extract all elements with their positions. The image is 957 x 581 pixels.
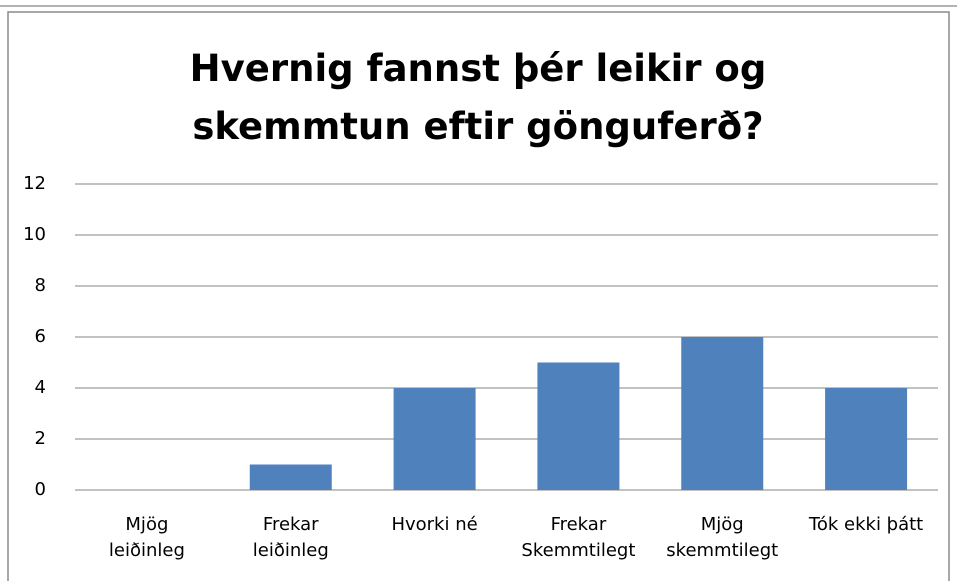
bar (681, 337, 764, 490)
chart-title: Hvernig fannst þér leikir og skemmtun ef… (189, 47, 767, 148)
y-tick-label: 12 (23, 173, 46, 194)
y-tick-label: 10 (23, 224, 46, 245)
x-tick-label: Mjög leiðinleg (108, 514, 185, 561)
x-tick-label: Frekar leiðinleg (252, 514, 329, 561)
bar (825, 388, 908, 490)
x-tick-label: Tók ekki þátt (808, 514, 924, 535)
bar (393, 388, 476, 490)
x-tick-label: Mjög skemmtilegt (666, 514, 779, 561)
bar (537, 362, 620, 490)
y-tick-label: 2 (35, 428, 46, 449)
y-tick-label: 4 (35, 377, 46, 398)
bar (249, 464, 332, 490)
y-tick-label: 0 (35, 479, 46, 500)
y-tick-label: 6 (35, 326, 46, 347)
y-tick-label: 8 (35, 275, 46, 296)
x-tick-label: Frekar Skemmtilegt (521, 514, 636, 561)
chart-border (7, 11, 950, 581)
x-tick-label: Hvorki né (391, 514, 478, 535)
